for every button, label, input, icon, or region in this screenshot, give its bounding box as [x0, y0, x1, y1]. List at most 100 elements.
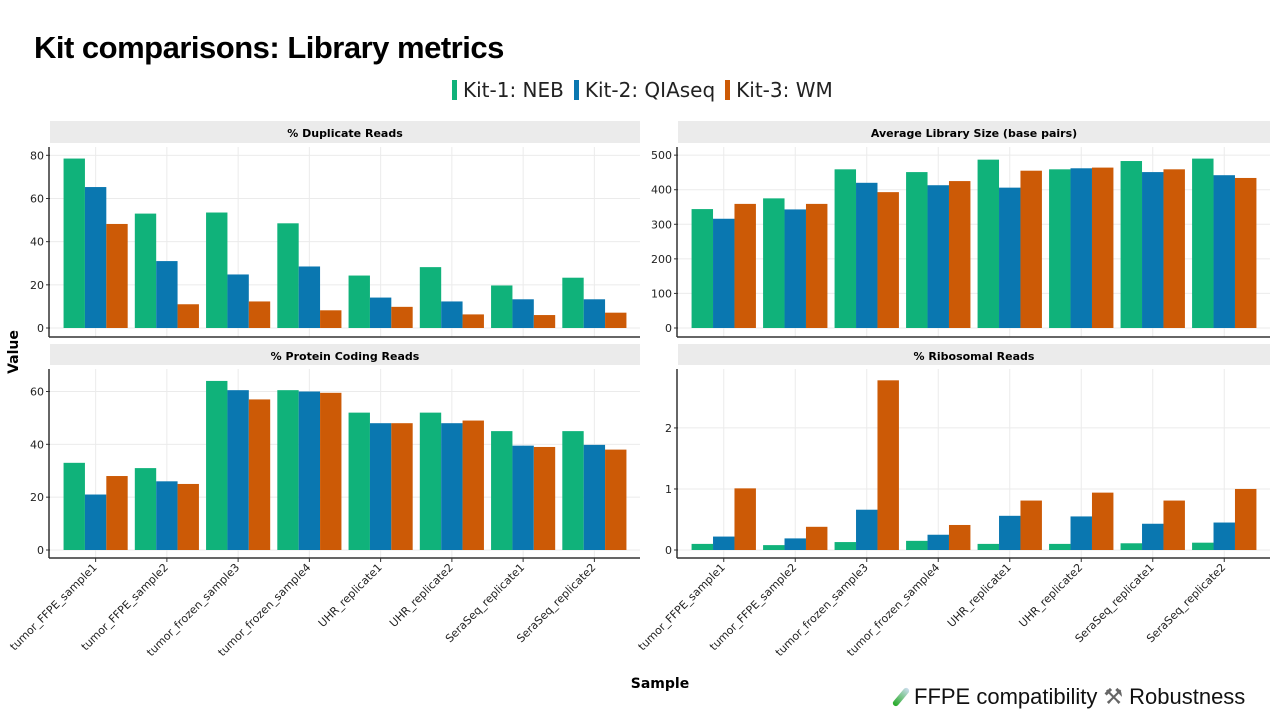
bar-3-UHR_replicate1: [391, 306, 413, 328]
bar-3-tumor_frozen_sample3: [248, 301, 271, 328]
panel-2: Average Library Size (base pairs) 0 100 200…: [651, 121, 1270, 338]
bar-3-tumor_frozen_sample4: [320, 310, 342, 328]
bar-1-SeraSeq_replicate2: [562, 277, 584, 328]
bar-2-tumor_FFPE_sample2: [156, 481, 178, 550]
bar-2-SeraSeq_replicate2: [1213, 522, 1235, 550]
bar-1-tumor_frozen_sample3: [206, 380, 228, 550]
bar-1-UHR_replicate2: [1049, 543, 1071, 550]
y-tick-label: 200: [651, 253, 672, 266]
bar-2-SeraSeq_replicate2: [583, 299, 606, 328]
y-tick-label: 20: [30, 491, 44, 504]
page-title: Kit comparisons: Library metrics: [34, 30, 504, 65]
bar-2-UHR_replicate1: [369, 423, 392, 550]
footer-item-ffpe: FFPE compatibility: [914, 684, 1098, 709]
y-tick-label: 2: [665, 422, 672, 435]
bar-3-UHR_replicate1: [1020, 500, 1042, 550]
bar-2-UHR_replicate1: [999, 187, 1021, 328]
legend-label: Kit-1: NEB: [463, 78, 564, 102]
bar-2-tumor_frozen_sample4: [927, 534, 949, 550]
bar-3-tumor_frozen_sample3: [248, 399, 271, 550]
panel-3: % Protein Coding Reads0204060tumor_FFPE_…: [7, 344, 640, 659]
y-tick-label: 0: [665, 322, 672, 335]
bar-2-tumor_frozen_sample4: [298, 391, 321, 550]
bar-1-tumor_FFPE_sample1: [63, 158, 85, 328]
y-axis-label: Value: [6, 330, 22, 374]
bar-1-UHR_replicate2: [419, 412, 442, 550]
x-tick-label: SeraSeq_replicate2: [514, 561, 598, 645]
bar-3-SeraSeq_replicate1: [533, 446, 556, 550]
tools-icon: ⚒: [1103, 684, 1124, 709]
bar-1-tumor_FFPE_sample1: [63, 462, 85, 550]
bar-1-tumor_FFPE_sample1: [691, 543, 714, 550]
bar-3-SeraSeq_replicate2: [605, 312, 627, 328]
bar-1-SeraSeq_replicate1: [491, 285, 513, 328]
x-tick-label: SeraSeq_replicate1: [1073, 561, 1157, 645]
bar-2-SeraSeq_replicate2: [583, 444, 606, 550]
bar-1-tumor_FFPE_sample2: [763, 545, 785, 550]
bar-1-SeraSeq_replicate1: [1120, 161, 1143, 328]
bar-2-SeraSeq_replicate1: [1142, 172, 1164, 328]
bar-3-SeraSeq_replicate1: [1163, 169, 1185, 328]
bar-2-SeraSeq_replicate1: [512, 299, 534, 328]
bar-1-UHR_replicate2: [419, 267, 442, 328]
bar-3-UHR_replicate1: [1020, 170, 1042, 328]
bar-1-tumor_frozen_sample3: [206, 212, 228, 328]
bar-3-tumor_FFPE_sample2: [177, 304, 199, 328]
bar-3-UHR_replicate2: [1091, 492, 1114, 550]
x-tick-label: SeraSeq_replicate1: [443, 561, 527, 645]
bar-1-tumor_frozen_sample4: [277, 223, 299, 328]
bar-1-tumor_frozen_sample4: [906, 540, 928, 550]
panel-4: % Ribosomal Reads012tumor_FFPE_sample1tu…: [636, 344, 1270, 659]
panel-strip: [50, 344, 640, 365]
bar-1-tumor_frozen_sample3: [834, 542, 857, 550]
legend-label: Kit-3: WM: [736, 78, 833, 102]
panel-title: % Duplicate Reads: [287, 127, 403, 140]
bar-1-tumor_FFPE_sample2: [763, 198, 785, 328]
bar-1-UHR_replicate1: [977, 543, 1000, 550]
x-tick-label: UHR_replicate1: [945, 561, 1014, 630]
bar-1-UHR_replicate1: [348, 275, 370, 328]
y-tick-label: 400: [651, 184, 672, 197]
bar-1-SeraSeq_replicate2: [1192, 158, 1214, 328]
legend-swatch: [725, 80, 731, 100]
bar-3-SeraSeq_replicate2: [1234, 488, 1257, 550]
bar-2-tumor_FFPE_sample1: [84, 494, 107, 550]
bar-1-SeraSeq_replicate1: [491, 431, 513, 550]
bar-1-tumor_FFPE_sample2: [134, 468, 157, 550]
legend-item-kit1: Kit-1: NEB: [452, 78, 564, 102]
bar-2-tumor_frozen_sample3: [227, 274, 249, 328]
bar-3-tumor_frozen_sample3: [877, 380, 899, 550]
y-tick-label: 0: [37, 322, 44, 335]
bar-1-tumor_FFPE_sample1: [691, 209, 714, 328]
y-tick-label: 500: [651, 149, 672, 162]
x-tick-label: UHR_replicate2: [387, 561, 456, 630]
bar-2-tumor_frozen_sample4: [927, 185, 949, 328]
bar-2-SeraSeq_replicate2: [1213, 175, 1235, 328]
bar-3-SeraSeq_replicate1: [1163, 500, 1185, 550]
bar-2-SeraSeq_replicate1: [1142, 523, 1164, 550]
legend-item-kit3: Kit-3: WM: [725, 78, 833, 102]
bar-3-UHR_replicate2: [1091, 167, 1114, 328]
bar-1-SeraSeq_replicate2: [1192, 542, 1214, 550]
bar-2-tumor_FFPE_sample1: [713, 536, 735, 550]
x-axis-label: Sample: [631, 676, 689, 692]
panel-strip: [50, 121, 640, 143]
bar-2-tumor_frozen_sample3: [856, 182, 878, 328]
bar-3-UHR_replicate1: [391, 423, 413, 550]
panel-title: % Protein Coding Reads: [271, 350, 420, 363]
bar-3-UHR_replicate2: [462, 420, 484, 550]
bar-2-tumor_FFPE_sample2: [784, 538, 806, 550]
x-tick-label: SeraSeq_replicate2: [1144, 561, 1228, 645]
bar-2-tumor_FFPE_sample2: [156, 261, 178, 328]
bar-1-tumor_frozen_sample4: [277, 390, 299, 550]
y-tick-label: 40: [30, 236, 44, 249]
bar-1-UHR_replicate1: [348, 412, 370, 550]
bar-2-UHR_replicate1: [369, 297, 392, 328]
y-tick-label: 60: [30, 192, 44, 205]
bar-1-SeraSeq_replicate1: [1120, 543, 1143, 550]
footer-notes: FFPE compatibility ⚒ Robustness: [891, 684, 1245, 710]
y-tick-label: 1: [665, 483, 672, 496]
y-tick-label: 60: [30, 385, 44, 398]
legend-item-kit2: Kit-2: QIAseq: [573, 78, 715, 102]
